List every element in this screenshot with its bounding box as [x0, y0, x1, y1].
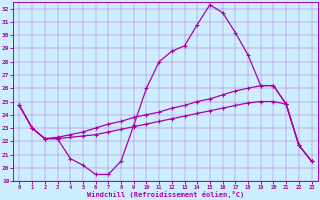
- X-axis label: Windchill (Refroidissement éolien,°C): Windchill (Refroidissement éolien,°C): [87, 191, 244, 198]
